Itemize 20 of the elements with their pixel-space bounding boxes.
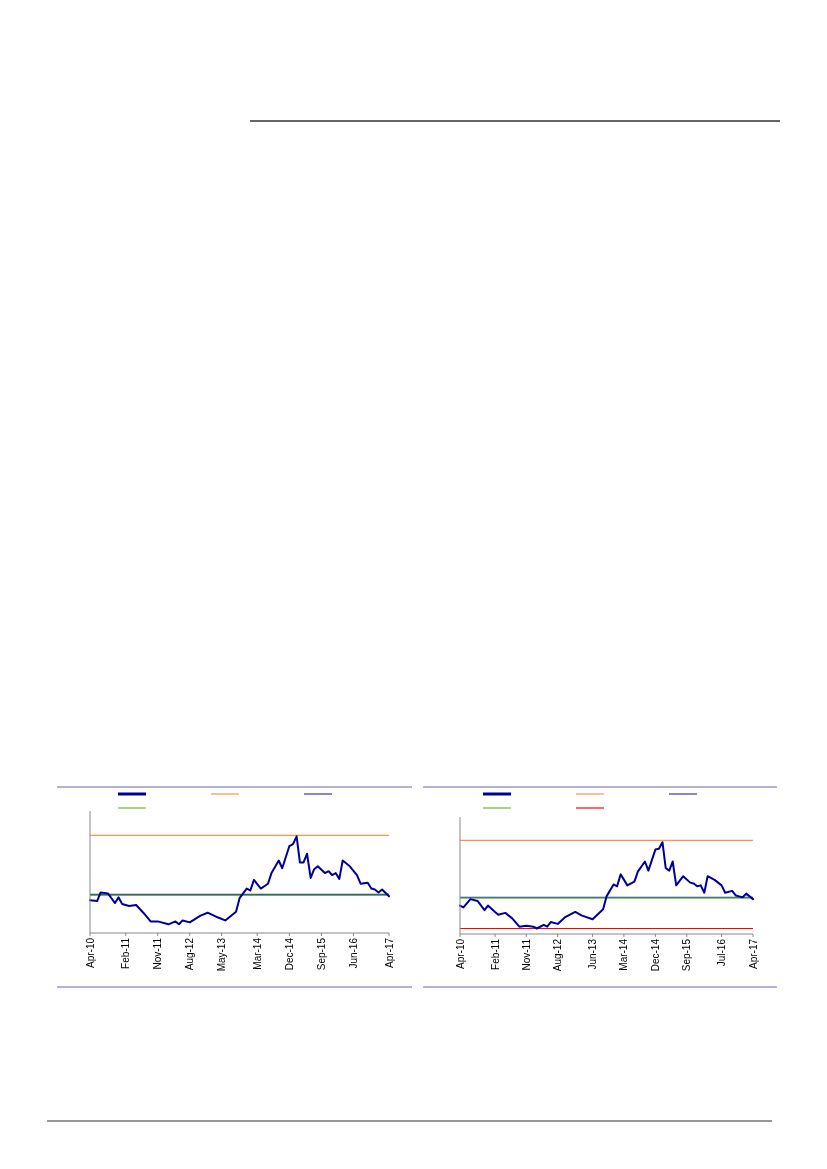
x-tick-label: Sep-15 <box>315 937 327 971</box>
x-tick-label: Apr-10 <box>84 937 96 969</box>
x-tick-label: Feb-11 <box>120 937 132 969</box>
x-tick-label: Sep-15 <box>681 938 693 972</box>
x-tick-label: Jun-13 <box>587 938 599 970</box>
x-tick-label: Apr-17 <box>747 938 759 970</box>
x-tick-label: Mar-14 <box>618 938 630 971</box>
x-tick-label: May-13 <box>216 937 228 972</box>
x-tick-label: Mar-14 <box>251 937 263 970</box>
x-tick-label: Dec-14 <box>283 937 295 971</box>
x-tick-label: Aug-12 <box>552 938 564 972</box>
x-tick-label: Apr-17 <box>383 937 395 969</box>
x-tick-label: Apr-10 <box>454 938 466 970</box>
x-tick-label: Jul-16 <box>716 938 728 967</box>
x-tick-label: Feb-11 <box>489 938 501 970</box>
x-tick-label: Nov-11 <box>152 937 164 970</box>
x-tick-label: Dec-14 <box>649 938 661 972</box>
x-tick-label: Aug-12 <box>184 937 196 971</box>
x-tick-label: Jun-16 <box>347 937 359 969</box>
x-tick-label: Nov-11 <box>520 938 532 971</box>
